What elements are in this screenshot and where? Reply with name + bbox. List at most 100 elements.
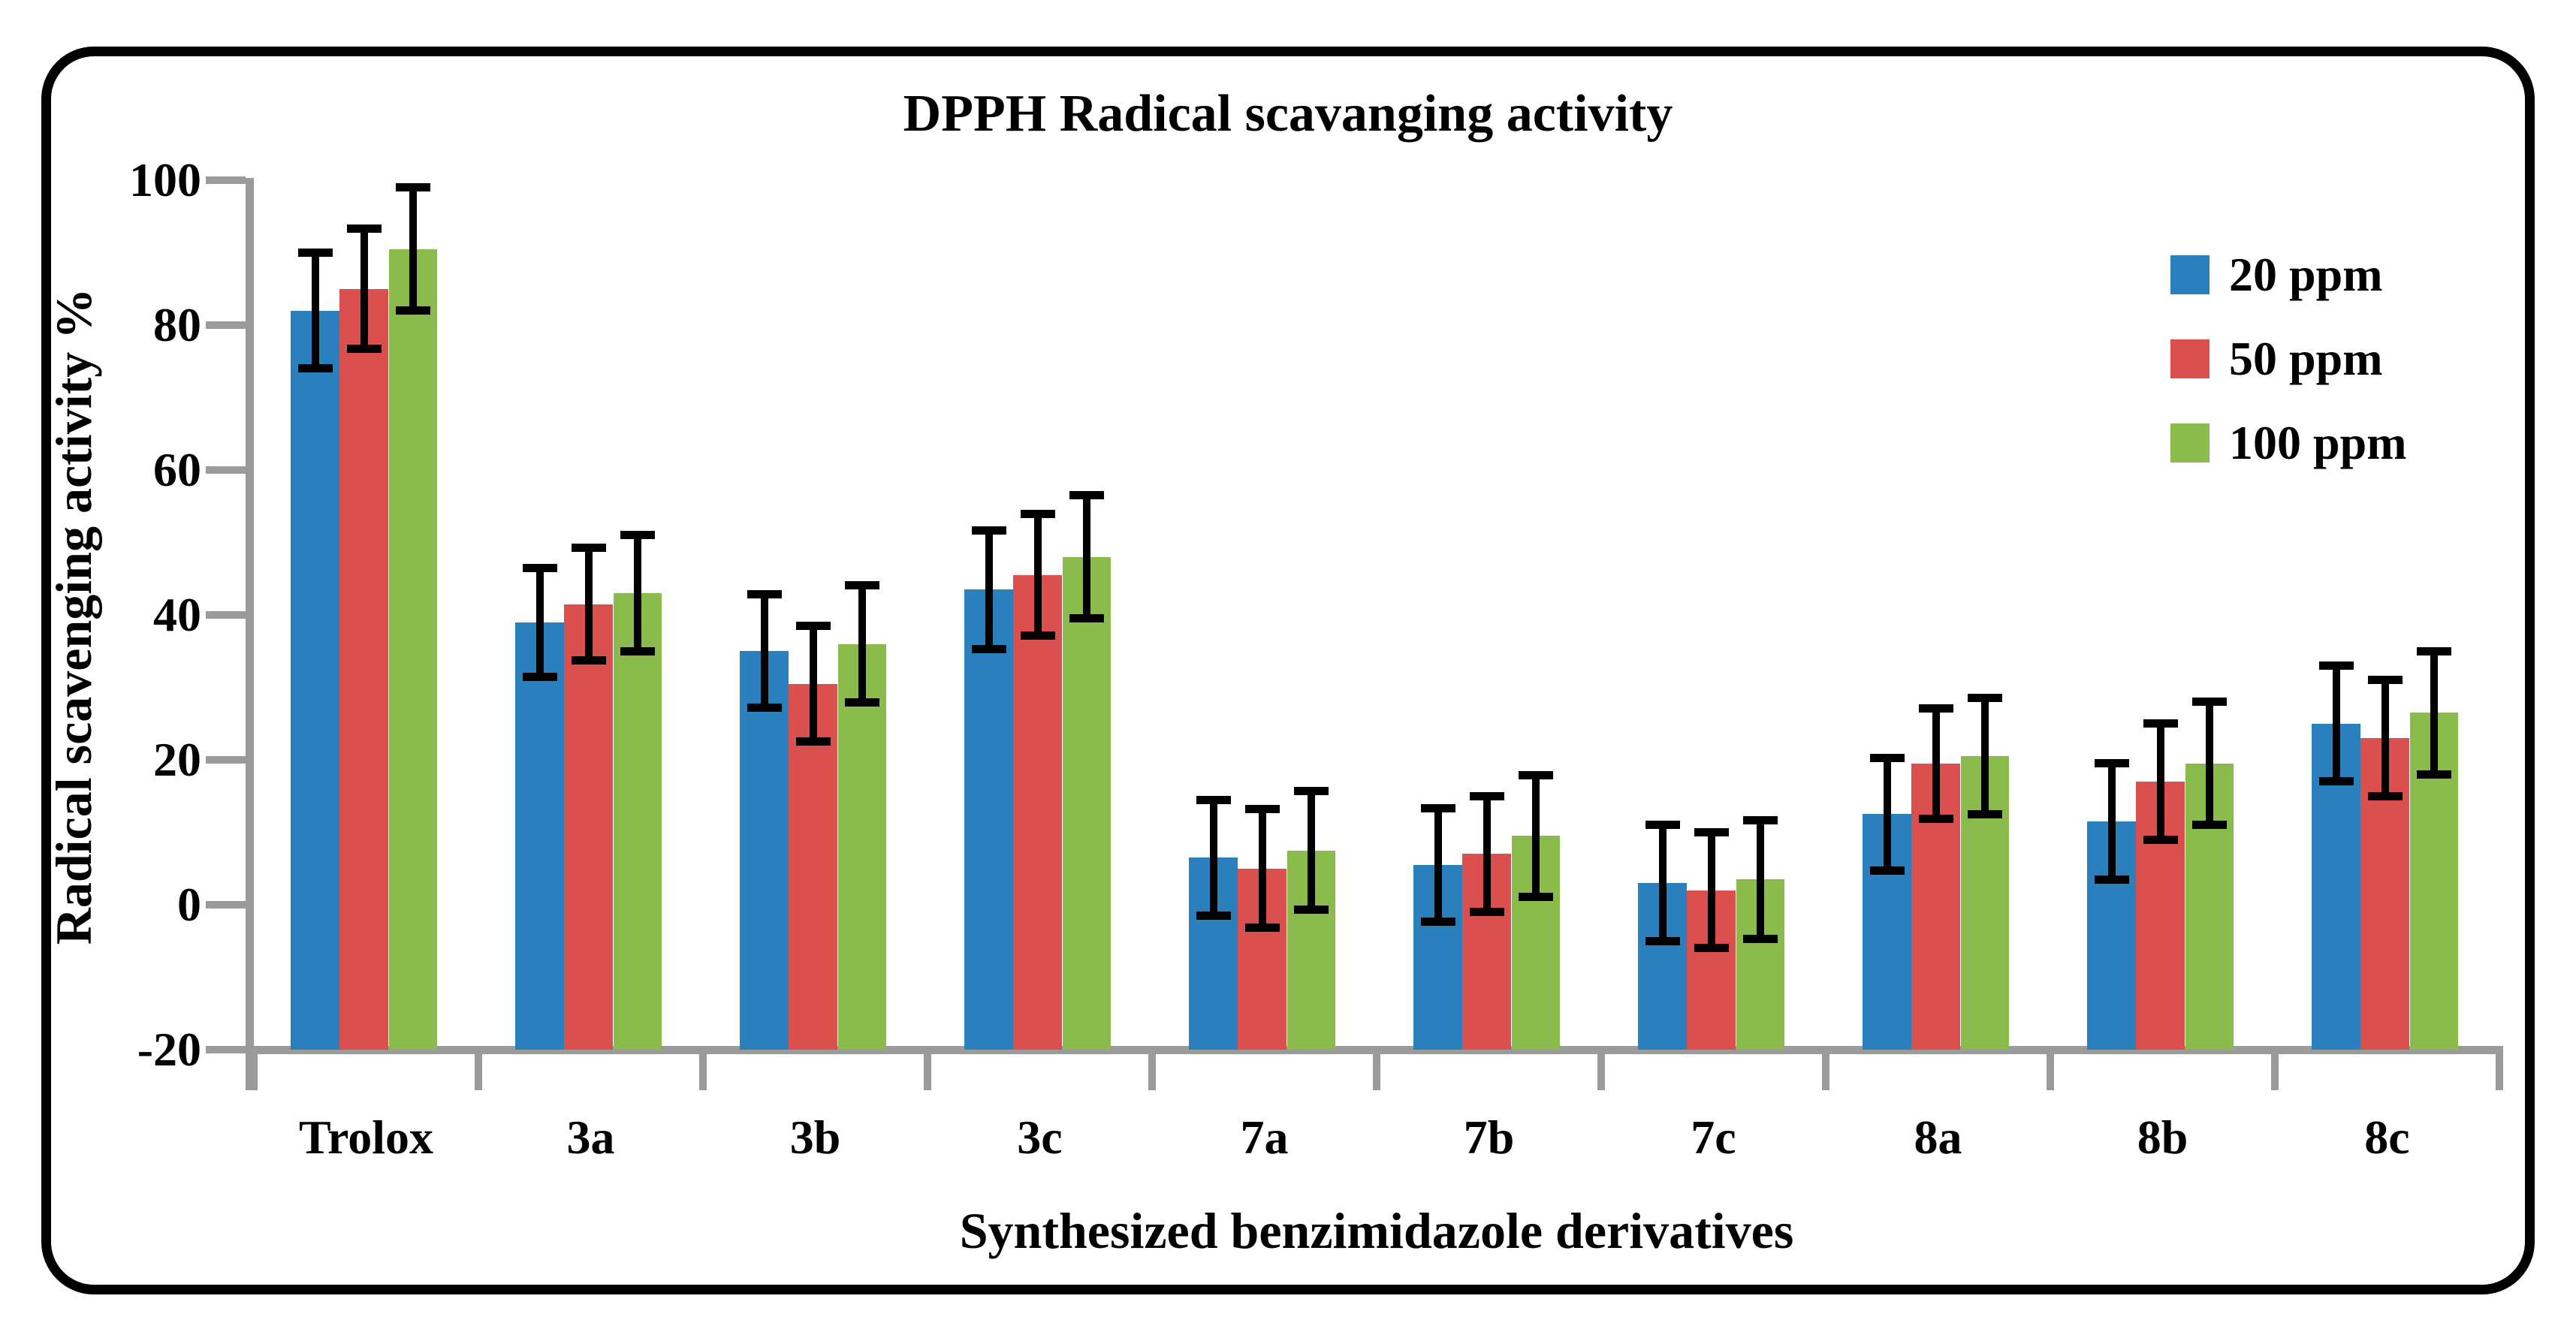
- category-label-3b: 3b: [789, 1110, 841, 1164]
- x-tick-mark: [475, 1050, 482, 1090]
- x-tick-mark: [2271, 1050, 2279, 1090]
- x-tick-mark: [2047, 1050, 2054, 1090]
- category-label-3c: 3c: [1017, 1110, 1063, 1164]
- error-bar-line: [1757, 820, 1765, 939]
- y-tick-mark: [206, 176, 246, 184]
- category-label-8a: 8a: [1914, 1110, 1962, 1164]
- error-bar-cap-top: [522, 563, 557, 572]
- error-bar-cap-top: [1519, 770, 1554, 779]
- x-tick-mark: [250, 1050, 258, 1090]
- error-bar-cap-top: [396, 183, 431, 192]
- error-bar-cap-bottom: [2192, 821, 2228, 830]
- error-bar-line: [2206, 701, 2214, 825]
- error-bar-cap-bottom: [1968, 809, 2003, 818]
- y-tick-label: 60: [153, 443, 201, 496]
- y-tick-label: 0: [177, 878, 201, 931]
- x-tick-mark: [1822, 1050, 1829, 1090]
- y-tick-label: 40: [153, 588, 201, 641]
- bar-100ppm-trolox: [388, 249, 438, 1050]
- error-bar-cap-top: [747, 590, 782, 599]
- y-tick-mark: [206, 901, 246, 909]
- error-bar-cap-bottom: [1020, 631, 1055, 640]
- chart-title: DPPH Radical scavanging activity: [903, 85, 1673, 143]
- legend-label: 20 ppm: [2229, 248, 2383, 301]
- error-bar-cap-top: [971, 526, 1006, 535]
- error-bar-cap-bottom: [2417, 770, 2452, 779]
- error-bar-cap-bottom: [1244, 924, 1280, 933]
- error-bar-cap-top: [2318, 661, 2354, 671]
- error-bar-cap-top: [845, 580, 880, 589]
- category-label-8c: 8c: [2364, 1110, 2410, 1164]
- bar-100ppm-3c: [1062, 556, 1112, 1050]
- x-axis-title: Synthesized benzimidazole derivatives: [959, 1202, 1794, 1259]
- error-bar-cap-bottom: [1196, 911, 1231, 920]
- bar-100ppm-3b: [837, 643, 887, 1050]
- error-bar-cap-top: [1294, 786, 1329, 795]
- error-bar-line: [1209, 800, 1217, 916]
- bar-50ppm-trolox: [339, 288, 389, 1050]
- y-tick-mark: [206, 321, 246, 329]
- y-tick-mark: [206, 756, 246, 764]
- category-label-7c: 7c: [1691, 1110, 1736, 1164]
- error-bar-cap-bottom: [346, 345, 382, 354]
- error-bar-cap-bottom: [1645, 936, 1680, 945]
- error-bar-cap-top: [571, 543, 606, 552]
- y-tick-mark: [206, 611, 246, 619]
- bar-50ppm-3a: [564, 604, 614, 1050]
- error-bar-line: [985, 530, 993, 649]
- error-bar-line: [584, 547, 593, 661]
- error-bar-cap-bottom: [1918, 814, 1953, 823]
- y-tick-mark: [206, 466, 246, 474]
- error-bar-cap-bottom: [2143, 835, 2178, 844]
- legend-item-20ppm: 20 ppm: [2170, 248, 2407, 301]
- category-label-trolox: Trolox: [299, 1110, 433, 1164]
- legend-item-100ppm: 100 ppm: [2170, 416, 2407, 469]
- bar-20ppm-3b: [740, 651, 789, 1050]
- legend-swatch-icon: [2170, 339, 2210, 378]
- error-bar-cap-bottom: [396, 306, 431, 315]
- error-bar-cap-top: [1069, 491, 1105, 500]
- error-bar-cap-bottom: [747, 704, 782, 713]
- error-bar-cap-top: [1420, 804, 1455, 813]
- bar-20ppm-3c: [964, 589, 1013, 1050]
- y-tick-label: 80: [153, 298, 201, 351]
- error-bar-cap-bottom: [795, 737, 831, 746]
- error-bar-line: [858, 585, 867, 703]
- error-bar-line: [311, 252, 319, 369]
- error-bar-cap-top: [1469, 791, 1504, 800]
- error-bar-line: [1981, 698, 1989, 815]
- error-bar-cap-bottom: [1743, 934, 1778, 943]
- error-bar-cap-bottom: [1420, 917, 1455, 926]
- x-tick-mark: [1148, 1050, 1156, 1090]
- error-bar-cap-top: [2367, 676, 2403, 685]
- category-label-7b: 7b: [1463, 1110, 1515, 1164]
- error-bar-cap-top: [620, 531, 656, 540]
- error-bar-line: [1532, 775, 1540, 897]
- error-bar-line: [535, 568, 544, 677]
- error-bar-line: [1308, 791, 1316, 910]
- x-tick-mark: [2496, 1050, 2503, 1090]
- legend-swatch-icon: [2170, 255, 2210, 294]
- legend-label: 50 ppm: [2229, 332, 2383, 385]
- legend: 20 ppm 50 ppm 100 ppm: [2170, 248, 2407, 508]
- error-bar-cap-bottom: [1519, 892, 1554, 901]
- error-bar-line: [1483, 796, 1491, 912]
- error-bar-line: [2381, 680, 2389, 797]
- legend-label: 100 ppm: [2229, 416, 2407, 469]
- error-bar-line: [1434, 808, 1442, 922]
- legend-item-50ppm: 50 ppm: [2170, 332, 2407, 385]
- error-bar-line: [1083, 495, 1091, 619]
- category-label-3a: 3a: [566, 1110, 615, 1164]
- error-bar-cap-bottom: [2367, 791, 2403, 800]
- error-bar-line: [1883, 758, 1891, 871]
- error-bar-cap-top: [1743, 815, 1778, 824]
- error-bar-cap-bottom: [1869, 866, 1905, 875]
- error-bar-cap-top: [2192, 698, 2228, 707]
- error-bar-line: [1658, 824, 1667, 942]
- error-bar-line: [2156, 723, 2164, 840]
- error-bar-cap-top: [1968, 694, 2003, 703]
- error-bar-line: [2107, 763, 2116, 880]
- error-bar-cap-bottom: [2318, 777, 2354, 786]
- error-bar-cap-top: [1244, 805, 1280, 814]
